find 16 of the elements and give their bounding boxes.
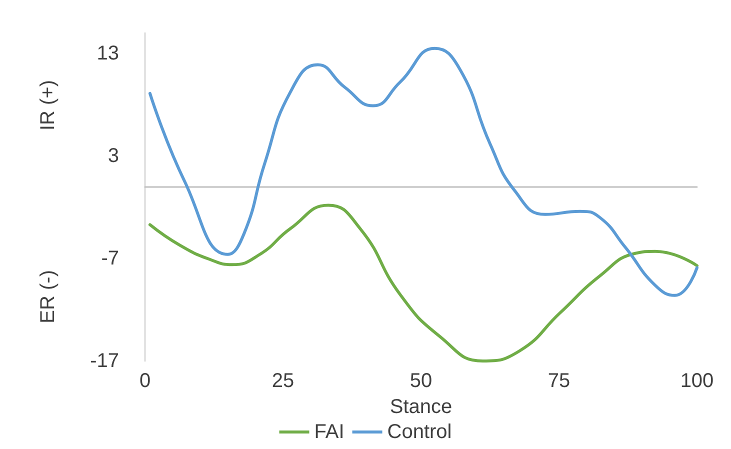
y-tick-label: 3 — [108, 145, 119, 167]
y-tick-label: -7 — [101, 248, 119, 270]
x-tick-label: 100 — [680, 370, 714, 392]
legend-label: FAI — [314, 421, 344, 443]
legend-label: Control — [387, 421, 452, 443]
x-axis-title: Stance — [390, 396, 452, 418]
x-tick-label: 25 — [272, 370, 294, 392]
x-tick-label: 75 — [548, 370, 570, 392]
y-tick-label: -17 — [90, 350, 119, 372]
text: ER (-) — [37, 270, 59, 324]
x-tick-label: 0 — [139, 370, 151, 392]
line-series — [148, 46, 698, 297]
y-tick-label: 13 — [96, 42, 119, 64]
line-series — [148, 204, 698, 362]
y-axis-title: IR (+) — [37, 80, 59, 131]
x-tick-label: 50 — [410, 370, 432, 392]
